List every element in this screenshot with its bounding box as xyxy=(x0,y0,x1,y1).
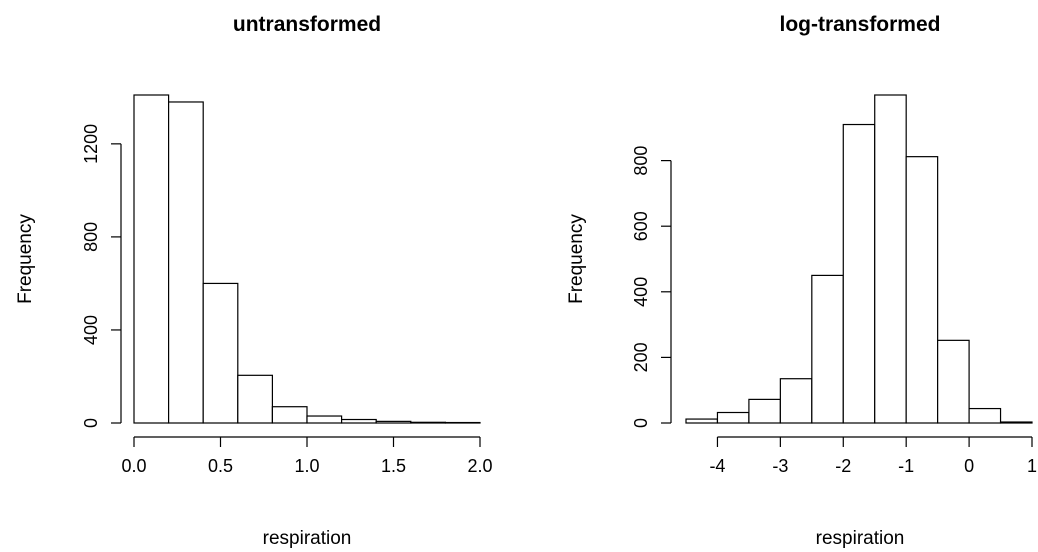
y-tick-label: 600 xyxy=(631,211,651,241)
x-tick-label: -4 xyxy=(709,456,725,476)
chart-title: untransformed xyxy=(233,13,381,36)
y-axis-label: Frequency xyxy=(566,214,587,304)
y-axis-label: Frequency xyxy=(15,214,36,304)
histogram-bar xyxy=(306,415,343,424)
histogram-bar xyxy=(779,378,813,424)
panel-log-transformed: log-transformed respiration Frequency -4… xyxy=(566,13,1037,549)
y-tick-label: 800 xyxy=(631,146,651,176)
histogram-bar xyxy=(716,411,750,424)
histogram-bar xyxy=(874,94,907,424)
histogram-bar xyxy=(341,418,377,424)
histogram-bar xyxy=(375,420,412,424)
histogram-bar xyxy=(748,398,781,424)
chart-title: log-transformed xyxy=(779,13,940,36)
x-tick-label: 1.5 xyxy=(381,456,406,476)
histogram-bar xyxy=(237,374,274,424)
histogram-bar xyxy=(937,339,970,424)
histogram-bar xyxy=(271,406,308,424)
x-tick-label: 1 xyxy=(1027,456,1037,476)
x-axis-label: respiration xyxy=(816,528,905,549)
y-tick-label: 1200 xyxy=(81,124,101,164)
y-tick-label: 400 xyxy=(81,315,101,345)
x-tick-label: 2.0 xyxy=(467,456,492,476)
x-tick-label: -2 xyxy=(835,456,851,476)
histogram-bar xyxy=(133,94,170,424)
y-tick-label: 200 xyxy=(631,342,651,372)
histogram-bar xyxy=(168,101,204,424)
y-tick-label: 800 xyxy=(81,222,101,252)
histogram-bar xyxy=(410,421,446,424)
histogram-bar xyxy=(685,418,719,424)
panel-untransformed: untransformed respiration Frequency 0.0 0… xyxy=(15,13,493,549)
histogram-bar xyxy=(202,282,239,424)
x-tick-label: -3 xyxy=(772,456,788,476)
x-tick-label: 1.0 xyxy=(294,456,319,476)
x-axis-label: respiration xyxy=(263,528,352,549)
x-tick-label: -1 xyxy=(898,456,914,476)
y-tick-label: 0 xyxy=(81,418,101,428)
y-tick-label: 400 xyxy=(631,277,651,307)
y-tick-label: 0 xyxy=(631,418,651,428)
x-tick-label: 0.5 xyxy=(208,456,233,476)
histogram-bar xyxy=(905,156,939,424)
histogram-bar xyxy=(999,421,1033,424)
histogram-bar xyxy=(842,123,876,424)
histogram-bar xyxy=(968,407,1002,424)
histogram-bar xyxy=(811,274,844,424)
x-tick-label: 0.0 xyxy=(121,456,146,476)
x-tick-label: 0 xyxy=(964,456,974,476)
